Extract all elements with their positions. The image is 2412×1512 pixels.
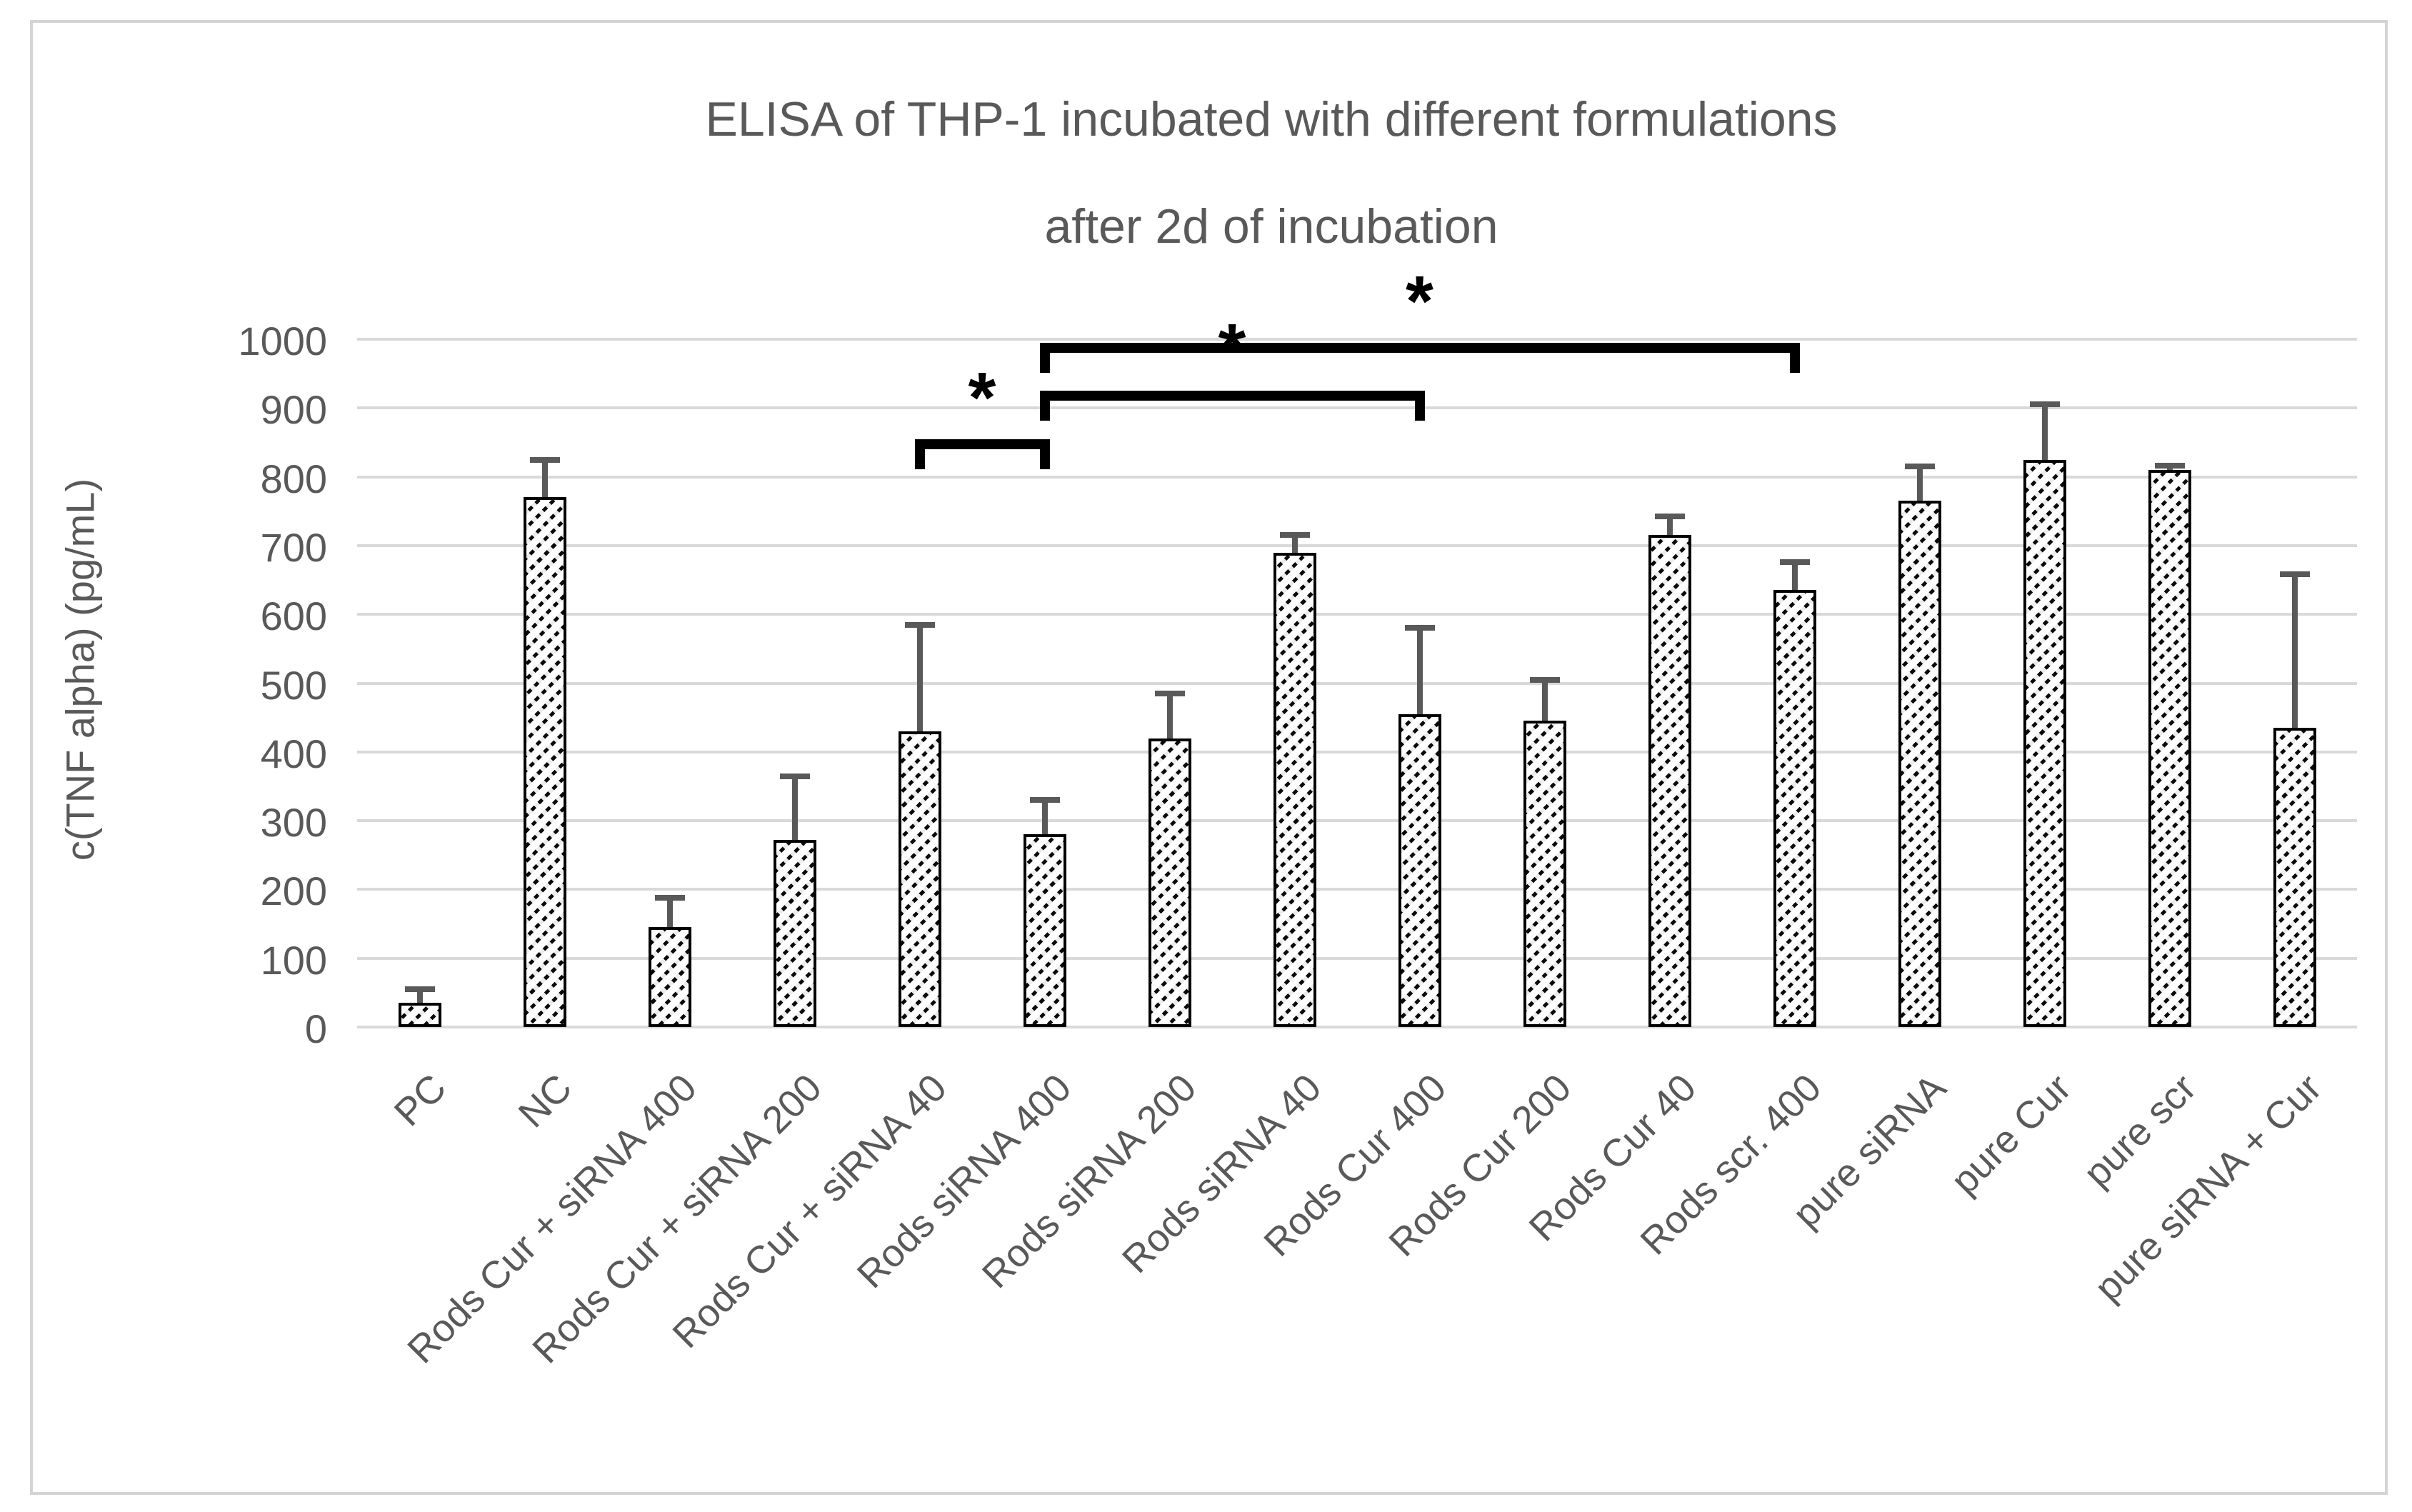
error-bar-stem — [541, 459, 548, 504]
bar-rods-cur-400 — [1398, 714, 1441, 1027]
error-bar-stem — [1666, 516, 1673, 541]
error-bar-stem — [2041, 404, 2048, 466]
error-bar-cap — [2154, 463, 2185, 469]
error-bar-cap — [1279, 532, 1310, 539]
error-bar-stem — [1291, 535, 1298, 559]
error-bar-cap — [1529, 676, 1560, 683]
gridline-500 — [357, 681, 2357, 685]
bar-rods-cur-200 — [1523, 721, 1566, 1027]
significance-bracket-1 — [1039, 391, 1425, 421]
error-bar-cap — [1904, 464, 1935, 470]
error-bar-cap — [654, 894, 685, 901]
chart-title: ELISA of THP-1 incubated with different … — [321, 66, 2221, 280]
gridline-100 — [357, 956, 2357, 960]
y-tick-label-900: 900 — [260, 387, 327, 433]
error-bar-stem — [666, 897, 673, 933]
error-bar-stem — [1416, 628, 1423, 720]
error-bar-cap — [404, 986, 435, 993]
y-tick-label-100: 100 — [260, 937, 327, 983]
chart-title-line1: ELISA of THP-1 incubated with different … — [705, 92, 1838, 146]
error-bar-cap — [1154, 690, 1185, 696]
significance-bracket-0 — [914, 439, 1050, 469]
gridline-400 — [357, 750, 2357, 754]
bar-rods-cur-sirna-400 — [648, 927, 691, 1027]
y-tick-label-0: 0 — [304, 1006, 327, 1051]
y-tick-label-500: 500 — [260, 662, 327, 708]
bar-rods-sirna-200 — [1148, 738, 1191, 1027]
bar-pc — [398, 1003, 441, 1027]
bar-rods-cur-sirna-40 — [898, 731, 941, 1027]
gridline-800 — [357, 475, 2357, 479]
error-bar-stem — [791, 776, 798, 846]
error-bar-cap — [2279, 571, 2310, 578]
y-tick-label-1000: 1000 — [238, 319, 327, 364]
y-tick-label-400: 400 — [260, 731, 327, 776]
error-bar-cap — [1404, 625, 1435, 631]
error-bar-stem — [1791, 562, 1798, 596]
error-bar-cap — [2029, 401, 2060, 408]
bar-rods-cur-sirna-200 — [773, 840, 816, 1027]
significance-asterisk-2: * — [1406, 261, 1433, 341]
gridline-600 — [357, 613, 2357, 616]
bar-rods-scr-400 — [1773, 590, 1816, 1027]
y-tick-label-700: 700 — [260, 524, 327, 570]
gridline-900 — [357, 406, 2357, 410]
y-axis-title: c(TNF alpha) (pg/mL) — [57, 478, 103, 861]
y-tick-label-800: 800 — [260, 456, 327, 501]
error-bar-cap — [1654, 514, 1685, 520]
error-bar-cap — [904, 621, 935, 628]
bar-pure-sirna — [1898, 501, 1941, 1027]
chart-title-line2: after 2d of incubation — [1044, 199, 1498, 254]
bar-rods-sirna-400 — [1023, 834, 1066, 1027]
error-bar-stem — [2291, 574, 2298, 734]
error-bar-cap — [779, 773, 810, 779]
bar-rods-sirna-40 — [1273, 552, 1316, 1027]
significance-asterisk-0: * — [968, 357, 996, 438]
gridline-700 — [357, 544, 2357, 547]
gridline-1000 — [357, 338, 2357, 341]
error-bar-cap — [1029, 797, 1060, 803]
gridline-0 — [357, 1026, 2357, 1028]
bar-rods-cur-40 — [1648, 535, 1691, 1027]
y-tick-label-200: 200 — [260, 868, 327, 914]
bar-nc — [523, 497, 566, 1027]
error-bar-stem — [916, 624, 923, 737]
y-tick-label-300: 300 — [260, 800, 327, 846]
y-tick-label-600: 600 — [260, 594, 327, 639]
error-bar-cap — [529, 456, 560, 463]
gridline-200 — [357, 888, 2357, 891]
significance-bracket-2 — [1039, 342, 1800, 373]
bar-pure-cur — [2023, 459, 2066, 1027]
bar-pure-scr — [2148, 469, 2191, 1027]
error-bar-stem — [1166, 693, 1173, 744]
chart-frame — [30, 20, 2388, 1495]
error-bar-stem — [1916, 466, 1923, 507]
bar-pure-sirna-cur — [2273, 728, 2316, 1027]
error-bar-stem — [1541, 679, 1548, 727]
error-bar-stem — [1041, 800, 1048, 841]
gridline-300 — [357, 819, 2357, 823]
error-bar-cap — [1779, 559, 1810, 565]
error-bar-stem — [416, 989, 423, 1009]
